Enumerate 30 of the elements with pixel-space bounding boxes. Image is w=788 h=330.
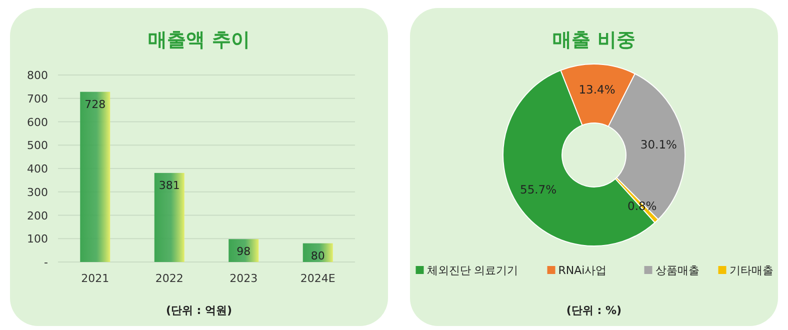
data-label: 13.4% xyxy=(578,82,616,97)
y-tick-label: 300 xyxy=(27,186,48,199)
y-tick-label: 100 xyxy=(27,232,48,246)
x-tick-label: 2024E xyxy=(300,272,336,285)
bar xyxy=(80,92,110,262)
x-tick-label: 2022 xyxy=(155,272,184,285)
data-label: 80 xyxy=(310,249,325,262)
y-tick-label: - xyxy=(44,256,48,269)
legend-label: 체외진단 의료기기 xyxy=(426,264,518,277)
y-tick-label: 500 xyxy=(27,139,48,152)
y-tick-label: 400 xyxy=(27,162,48,176)
text: (단위 : %) xyxy=(566,304,622,317)
chart-title: 매출액 추이 xyxy=(148,29,250,51)
legend-label: 기타매출 xyxy=(729,264,774,277)
y-tick-label: 200 xyxy=(27,209,48,222)
chart-title: 매출 비중 xyxy=(552,29,636,51)
legend-label: 상품매출 xyxy=(655,264,700,277)
data-label: 30.1% xyxy=(640,138,678,152)
bar xyxy=(228,239,259,262)
x-tick-label: 2021 xyxy=(81,272,110,285)
y-tick-label: 700 xyxy=(27,92,48,106)
y-tick-label: 600 xyxy=(27,116,48,129)
data-label: 0.8% xyxy=(628,198,657,213)
legend-label: RNAi사업 xyxy=(558,264,607,277)
y-tick-label: 800 xyxy=(27,69,48,82)
data-label: 98 xyxy=(236,245,251,258)
bar xyxy=(154,172,184,262)
x-tick-label: 2023 xyxy=(230,272,258,285)
text: (단위 : 억원) xyxy=(166,304,232,317)
data-label: 55.7% xyxy=(520,182,557,196)
